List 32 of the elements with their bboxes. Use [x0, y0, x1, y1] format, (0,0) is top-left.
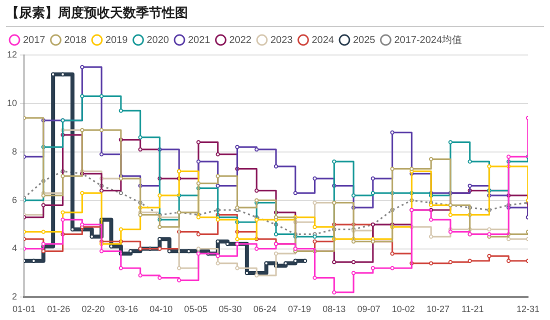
legend-label: 2017-2024均值	[394, 34, 462, 46]
legend-label: 2018	[64, 34, 87, 46]
x-tick-label: 09-07	[357, 304, 380, 314]
x-tick-label: 10-02	[392, 304, 415, 314]
legend-label: 2025	[352, 34, 376, 46]
legend-label: 2019	[105, 34, 128, 46]
legend-label: 2023	[270, 34, 294, 46]
chart-title: 【尿素】周度预收天数季节性图	[6, 4, 188, 22]
x-tick-label: 12-31	[516, 304, 540, 314]
x-tick-label: 01-26	[47, 304, 70, 314]
x-tick-label: 02-20	[82, 304, 105, 314]
legend-label: 2021	[188, 34, 211, 46]
x-tick-label: 06-24	[253, 304, 276, 314]
legend-label: 2022	[229, 34, 252, 46]
x-tick-label: 03-16	[114, 304, 138, 314]
y-tick-label: 10	[6, 98, 18, 108]
y-tick-label: 8	[12, 146, 18, 156]
y-tick-label: 4	[12, 243, 18, 254]
y-tick-label: 6	[12, 194, 18, 205]
y-tick-label: 2	[12, 292, 18, 302]
x-tick-label: 08-13	[322, 304, 346, 314]
x-tick-label: 10-27	[426, 304, 450, 314]
x-tick-label: 01-01	[12, 304, 36, 314]
x-tick-label: 11-21	[461, 304, 484, 314]
x-tick-label: 05-30	[218, 304, 242, 314]
legend-label: 2024	[312, 34, 334, 46]
x-tick-label: 07-19	[288, 304, 312, 314]
legend-label: 2017	[23, 34, 46, 46]
x-tick-label: 05-05	[184, 304, 208, 314]
y-tick-label: 12	[6, 49, 18, 60]
x-tick-label: 04-10	[150, 304, 173, 314]
legend-label: 2020	[146, 34, 170, 46]
